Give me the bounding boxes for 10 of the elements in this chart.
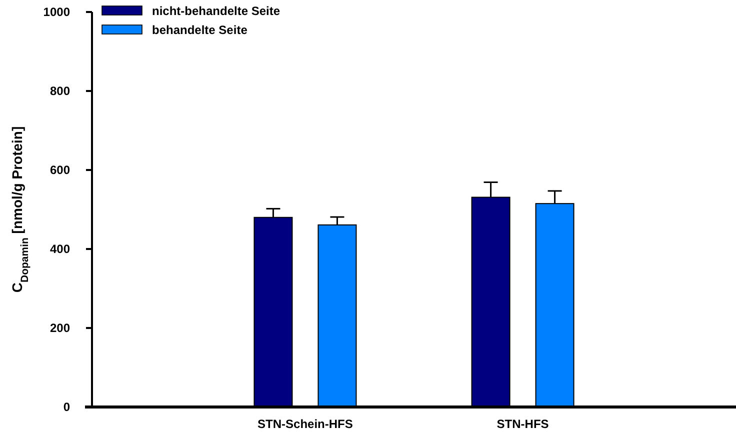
y-tick-label: 200 [50, 320, 70, 335]
y-tick-label: 400 [50, 242, 70, 256]
x-tick-label: STN-HFS [496, 417, 549, 431]
y-tick-label: 600 [50, 162, 70, 177]
x-tick-label: STN-Schein-HFS [258, 417, 353, 431]
y-tick-label: 1000 [43, 4, 70, 19]
y-tick-label: 800 [50, 84, 70, 98]
y-tick-label: 0 [63, 400, 70, 414]
legend-label: nicht-behandelte Seite [152, 4, 280, 18]
legend-label: behandelte Seite [152, 23, 248, 37]
